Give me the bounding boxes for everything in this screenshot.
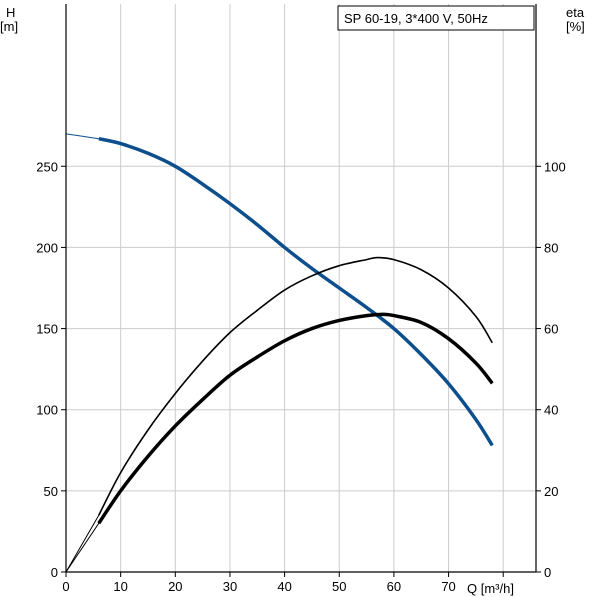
y-left-tick-label: 50 [44,484,58,499]
chart-title: SP 60-19, 3*400 V, 50Hz [344,11,488,26]
legend-frame [337,5,535,31]
x-tick-label: 60 [387,579,401,594]
y-right-tick-label: 0 [544,565,551,580]
y-right-tick-label: 60 [544,322,558,337]
y-left-label: H [6,5,15,20]
y-right-unit: [%] [566,19,585,34]
axes [61,4,541,577]
y-right-label: eta [566,5,585,20]
efficiency-curve-thick-extension [65,522,100,573]
y-left-tick-label: 0 [51,565,58,580]
y-right-tick-label: 40 [544,403,558,418]
head-curve-extension [65,133,99,140]
grid [66,4,536,572]
tick-labels: 0 10 20 30 40 50 60 70 0 50 100 150 200 250 0 20 40 60 80 1… [36,159,565,594]
x-axis-label: Q [m³/h] [467,581,514,596]
y-left-tick-label: 150 [36,322,58,337]
y-left-tick-label: 200 [36,240,58,255]
efficiency-curve-thick [97,312,494,525]
x-tick-label: 20 [168,579,182,594]
head-curve [98,136,494,447]
x-tick-label: 40 [277,579,291,594]
efficiency-curve-thin-extension [65,514,100,573]
x-tick-label: 0 [62,579,69,594]
x-tick-label: 70 [441,579,455,594]
x-tick-label: 50 [332,579,346,594]
legend-box: SP 60-19, 3*400 V, 50Hz [337,5,535,31]
y-right-tick-label: 100 [544,159,566,174]
y-left-unit: [m] [0,19,18,34]
y-left-tick-label: 100 [36,403,58,418]
x-tick-label: 10 [113,579,127,594]
x-tick-label: 30 [223,579,237,594]
efficiency-curve-thin [98,256,493,516]
y-right-tick-label: 20 [544,484,558,499]
series-layer [65,133,494,573]
y-right-tick-label: 80 [544,240,558,255]
y-left-tick-label: 250 [36,159,58,174]
